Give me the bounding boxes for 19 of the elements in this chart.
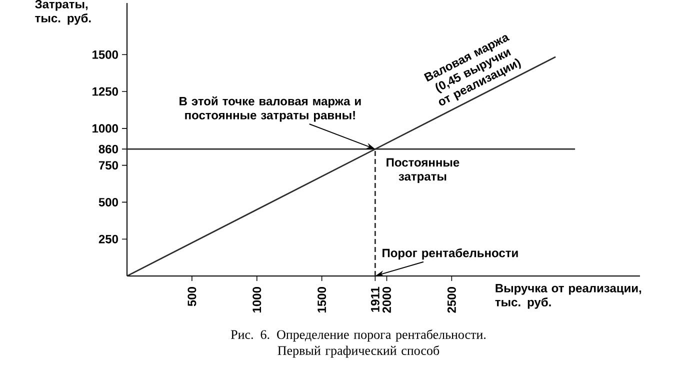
y-tick-label: 750 (98, 161, 118, 170)
y-tick-label: 860 (98, 144, 118, 154)
x-tick-label: 1911 (370, 286, 380, 312)
x-axis-title: Выручка от реализации, тыс. руб. (495, 284, 642, 309)
x-tick-label: 1000 (252, 287, 262, 312)
x-tick-label: 2000 (382, 287, 391, 313)
y-axis-title: Затраты, тыс. руб. (35, 0, 91, 25)
y-tick-label: 250 (98, 234, 118, 244)
series-label: Постоянные затраты (386, 158, 460, 184)
x-tick-label: 2500 (447, 287, 456, 313)
x-tick-label: 500 (188, 287, 196, 306)
annotation: В этой точке валовая маржа и постоянные затраты равны! (180, 96, 361, 122)
annotation: Порог рентабельности (382, 248, 518, 260)
y-tick-label: 500 (98, 198, 118, 206)
text: Рис. 6. Определение порога рентабельности. Первый графический способ (230, 330, 486, 358)
y-tick-label: 1500 (92, 50, 118, 59)
y-tick-label: 1000 (92, 124, 118, 133)
y-tick-label: 1250 (92, 87, 118, 96)
x-tick-label: 1500 (318, 287, 326, 312)
